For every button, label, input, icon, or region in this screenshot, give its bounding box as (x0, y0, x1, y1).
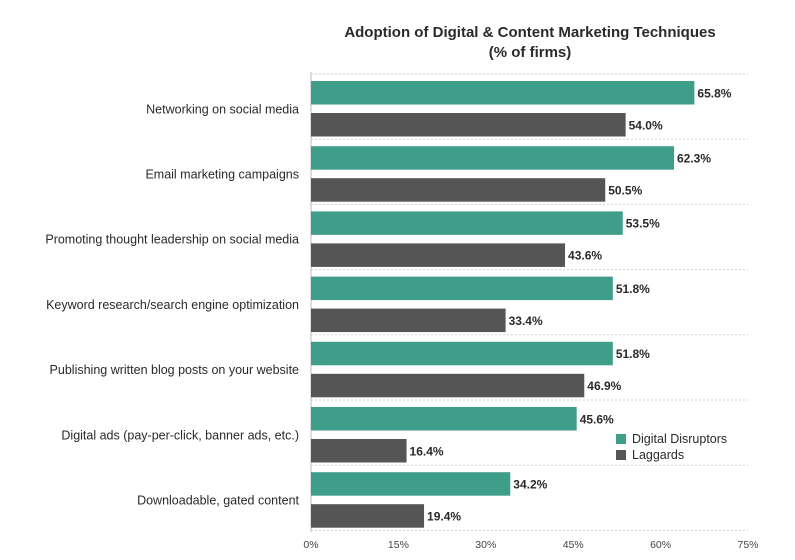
legend-swatch (616, 450, 626, 460)
data-label: 33.4% (509, 314, 543, 328)
gridlines (310, 72, 748, 532)
bar (311, 178, 606, 202)
x-tick-label: 0% (303, 539, 318, 551)
category-label: Email marketing campaigns (145, 167, 299, 181)
x-axis-ticks: 0% 15% 30% 45% 60% 75% (303, 539, 758, 551)
x-tick-label: 45% (563, 539, 584, 551)
data-label: 50.5% (608, 183, 642, 197)
data-label: 16.4% (410, 444, 444, 458)
data-label: 51.8% (616, 282, 650, 296)
bar (311, 113, 626, 137)
x-tick-label: 60% (650, 539, 671, 551)
data-label: 34.2% (513, 477, 547, 491)
category-label: Keyword research/search engine optimizat… (46, 298, 299, 312)
legend-swatch (616, 434, 626, 444)
bar (311, 472, 511, 496)
data-label: 46.9% (587, 379, 621, 393)
bar (311, 373, 585, 398)
data-label: 54.0% (629, 118, 663, 132)
data-label: 45.6% (580, 412, 614, 426)
data-label: 65.8% (697, 86, 731, 100)
data-label: 62.3% (677, 151, 711, 165)
category-label: Promoting thought leadership on social m… (45, 233, 299, 247)
bar (311, 308, 506, 333)
bar (311, 81, 695, 105)
category-labels: Networking on social media Email marketin… (45, 102, 299, 507)
bar (311, 504, 425, 528)
legend: Digital Disruptors Laggards (616, 432, 727, 462)
bar (311, 439, 407, 463)
legend-label: Laggards (632, 448, 684, 462)
data-label: 43.6% (568, 249, 602, 263)
data-label: 19.4% (427, 509, 461, 523)
chart-subtitle: (% of firms) (489, 44, 572, 61)
legend-label: Digital Disruptors (632, 432, 727, 446)
x-tick-label: 30% (475, 539, 496, 551)
category-label: Downloadable, gated content (137, 493, 299, 507)
x-tick-label: 75% (737, 539, 758, 551)
bars: 65.8% 54.0% 62.3% 50.5% 53.5% 43.6% 51.8% 33.4%… (311, 81, 732, 528)
bar (311, 211, 623, 235)
data-label: 51.8% (616, 347, 650, 361)
bar (311, 276, 613, 301)
bar (311, 341, 613, 366)
category-label: Digital ads (pay-per-click, banner ads, … (61, 428, 299, 442)
bar (311, 243, 566, 267)
category-label: Publishing written blog posts on your we… (50, 363, 299, 377)
chart-title: Adoption of Digital & Content Marketing … (344, 24, 715, 41)
bar (311, 407, 577, 431)
category-label: Networking on social media (146, 102, 299, 116)
x-tick-label: 15% (388, 539, 409, 551)
bar (311, 146, 675, 170)
data-label: 53.5% (626, 217, 660, 231)
